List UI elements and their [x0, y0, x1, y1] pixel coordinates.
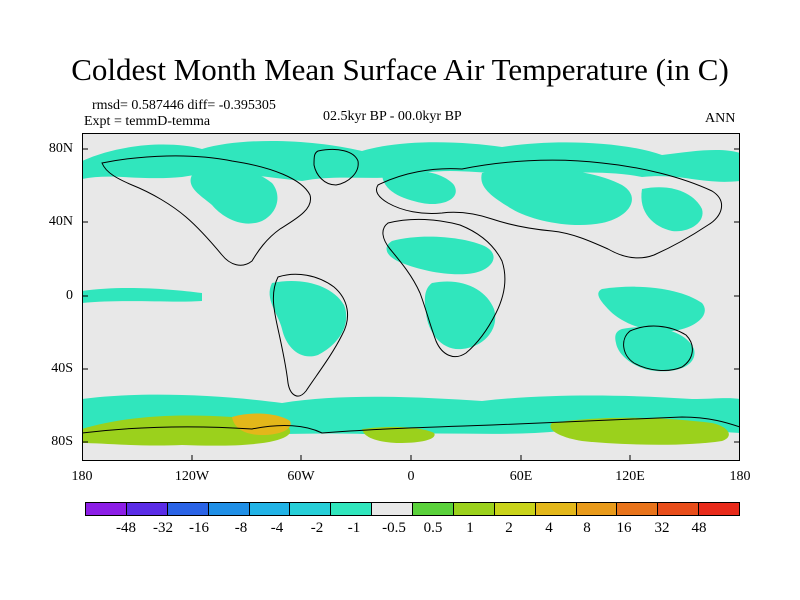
colorbar-label: 16	[616, 520, 632, 536]
colorbar-swatch	[453, 503, 495, 515]
north-america-cooling	[190, 168, 278, 224]
south-america-cooling	[269, 281, 347, 357]
coastline-africa	[382, 218, 506, 357]
colorbar-swatch	[535, 503, 577, 515]
x-tick-label: 120W	[174, 469, 210, 484]
y-tick-label: 40N	[48, 214, 73, 229]
colorbar-label: 32	[654, 520, 670, 536]
y-tick-label: 0	[66, 288, 73, 303]
colorbar-swatch	[290, 503, 332, 515]
asia-cooling	[481, 168, 632, 226]
anomaly-field-layer	[82, 140, 740, 446]
colorbar-swatch	[576, 503, 618, 515]
chart-title: Coldest Month Mean Surface Air Temperatu…	[71, 52, 729, 87]
x-tick-label: 180	[71, 469, 93, 484]
tropical-band-west	[82, 287, 202, 303]
colorbar-label: 4	[545, 520, 553, 536]
colorbar-label: 0.5	[423, 520, 443, 536]
axis-ticks	[82, 148, 740, 461]
colorbar-label: -16	[189, 520, 209, 536]
colorbar-swatch	[126, 503, 168, 515]
east-asia-cooling	[641, 187, 703, 232]
antarctic-warming-east	[550, 417, 729, 445]
coastline-layer	[82, 148, 740, 434]
colorbar-swatch	[372, 503, 413, 515]
europe-cooling	[382, 170, 456, 205]
colorbar-label: -48	[116, 520, 136, 536]
colorbar-swatch	[86, 503, 127, 515]
colorbar-label: -0.5	[382, 520, 406, 536]
coastline-greenland	[313, 148, 359, 186]
x-tick-label: 120E	[615, 469, 645, 484]
y-tick-label: 80S	[51, 434, 73, 449]
colorbar-swatch	[249, 503, 291, 515]
colorbar-label: -32	[153, 520, 173, 536]
colorbar-swatch	[331, 503, 373, 515]
antarctic-warming-central	[362, 426, 435, 443]
coastline-eurasia	[375, 159, 722, 259]
colorbar-swatch	[167, 503, 209, 515]
map-svg	[82, 133, 740, 461]
colorbar-swatch	[617, 503, 659, 515]
y-tick-label: 40S	[51, 361, 73, 376]
coastline-north-america	[101, 155, 312, 266]
maritime-continent-cooling	[598, 286, 705, 332]
coastline-south-america	[272, 273, 349, 397]
x-tick-label: 60E	[509, 469, 533, 484]
season-label: ANN	[705, 111, 736, 126]
colorbar-label: 48	[691, 520, 707, 536]
y-tick-label: 80N	[48, 141, 73, 156]
rmsd-diff-text: rmsd= 0.587446 diff= -0.395305	[92, 98, 276, 113]
colorbar-swatch	[699, 503, 739, 515]
period-label: 02.5kyr BP - 00.0kyr BP	[323, 109, 462, 124]
map-panel	[82, 133, 740, 461]
colorbar-label: -2	[310, 520, 324, 536]
africa-north-cooling	[386, 236, 494, 275]
colorbar-label: 2	[505, 520, 513, 536]
x-tick-label: 60W	[287, 469, 315, 484]
colorbar-label: 1	[466, 520, 474, 536]
antarctic-strong-warming	[232, 413, 291, 435]
colorbar-swatch	[413, 503, 454, 515]
colorbar-swatch	[494, 503, 536, 515]
southern-africa-cooling	[424, 281, 496, 350]
colorbar-label: -1	[347, 520, 361, 536]
coastline-antarctica	[82, 416, 740, 434]
coastline-australia	[623, 325, 693, 371]
colorbar	[85, 502, 740, 516]
x-tick-label: 180	[729, 469, 751, 484]
experiment-label: Expt = temmD-temma	[84, 114, 211, 129]
x-tick-label: 0	[407, 469, 415, 484]
colorbar-label: -4	[270, 520, 284, 536]
colorbar-swatch	[208, 503, 250, 515]
colorbar-label: -8	[234, 520, 248, 536]
colorbar-label: 8	[583, 520, 591, 536]
colorbar-swatch	[658, 503, 700, 515]
australia-cooling	[615, 327, 695, 372]
